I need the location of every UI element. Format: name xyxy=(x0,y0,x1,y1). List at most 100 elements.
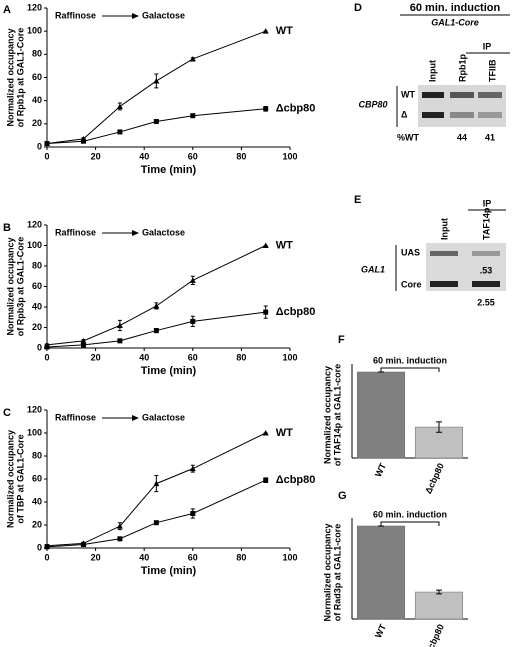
line xyxy=(46,108,266,145)
annotation: Raffinose xyxy=(55,412,96,422)
y-axis-label: Normalized occupancy xyxy=(5,430,15,528)
y-tick-label: 0 xyxy=(37,342,42,352)
y-tick-label: 120 xyxy=(27,2,42,12)
arrow-head xyxy=(132,230,139,236)
y-tick-label: 40 xyxy=(32,496,42,506)
y-axis-label: Normalized occupancy xyxy=(322,523,332,621)
marker xyxy=(153,77,160,84)
series-label: Δcbp80 xyxy=(276,103,316,115)
x-tick-label: 80 xyxy=(236,352,246,362)
annotation: Raffinose xyxy=(55,10,96,20)
x-tick-label: 80 xyxy=(236,552,246,562)
y-tick-label: 100 xyxy=(27,26,42,36)
y-axis-label: of Rpb3p at GAL1-Core xyxy=(15,237,25,337)
series-label: WT xyxy=(276,427,293,439)
gel-title: 60 min. induction xyxy=(410,2,501,14)
marker xyxy=(80,342,86,348)
marker xyxy=(263,309,269,315)
y-axis-label: of TBP at GAL1-Core xyxy=(15,434,25,523)
x-tick-label: 100 xyxy=(282,352,297,362)
gel-subtitle: GAL1-Core xyxy=(431,17,479,27)
line xyxy=(46,30,266,145)
band xyxy=(478,92,502,98)
panel-letter: A xyxy=(3,4,11,16)
ratio-label: .53 xyxy=(480,265,493,275)
y-tick-label: 120 xyxy=(27,219,42,229)
ratio-label: 2.55 xyxy=(477,297,495,307)
annotation: 60 min. induction xyxy=(373,355,447,365)
row-label: UAS xyxy=(401,247,420,257)
x-axis-label: Time (min) xyxy=(141,565,197,577)
band xyxy=(472,251,500,256)
row-label: Δ xyxy=(401,109,408,119)
panel-letter: D xyxy=(354,2,362,14)
y-tick-label: 20 xyxy=(32,118,42,128)
y-axis-label: of Rpb1p at GAL1-Core xyxy=(15,28,25,128)
row-label: Core xyxy=(401,279,422,289)
x-axis-label: Time (min) xyxy=(141,164,197,176)
marker xyxy=(263,106,269,112)
y-tick-label: 80 xyxy=(32,450,42,460)
x-tick-label: 100 xyxy=(282,552,297,562)
y-tick-label: 40 xyxy=(32,95,42,105)
marker xyxy=(153,328,159,334)
y-tick-label: 0 xyxy=(37,141,42,151)
marker xyxy=(80,337,87,344)
error-bar xyxy=(436,421,442,433)
marker xyxy=(189,465,196,472)
band xyxy=(478,112,502,118)
marker xyxy=(116,523,123,529)
band xyxy=(450,92,474,98)
marker xyxy=(262,28,269,34)
marker xyxy=(262,242,269,248)
arrow-head xyxy=(132,415,139,421)
y-tick-label: 60 xyxy=(32,72,42,82)
marker xyxy=(189,277,196,283)
x-tick-label: 0 xyxy=(44,352,49,362)
footer-label: 44 xyxy=(457,132,467,142)
x-tick-label: 60 xyxy=(188,552,198,562)
y-axis-label: Normalized occupancy xyxy=(322,366,332,464)
marker xyxy=(44,344,50,350)
gel xyxy=(418,85,506,127)
y-axis-label: of Rad3p at GAL1-core xyxy=(332,524,342,622)
y-axis-label: of TAF14p at GAL1-core xyxy=(332,364,342,466)
y-tick-label: 20 xyxy=(32,322,42,332)
marker xyxy=(116,322,123,328)
band xyxy=(422,92,444,98)
marker xyxy=(44,544,50,550)
annotation: Galactose xyxy=(142,227,185,237)
marker xyxy=(117,536,123,542)
y-tick-label: 60 xyxy=(32,473,42,483)
x-tick-label: 0 xyxy=(44,552,49,562)
lane-label: TFIIB xyxy=(487,59,497,82)
x-tick-label: 80 xyxy=(236,151,246,161)
annotation: Galactose xyxy=(142,10,185,20)
marker xyxy=(263,477,269,483)
y-axis-label: Normalized occupancy xyxy=(5,237,15,335)
band xyxy=(422,112,444,118)
marker xyxy=(262,430,269,436)
line xyxy=(46,245,266,346)
y-tick-label: 100 xyxy=(27,427,42,437)
bracket xyxy=(380,521,440,526)
marker xyxy=(117,129,123,135)
series-label: Δcbp80 xyxy=(276,474,316,486)
y-tick-label: 80 xyxy=(32,260,42,270)
series-label: WT xyxy=(276,239,293,251)
x-tick-label: Δcbp80 xyxy=(423,462,446,496)
x-tick-label: 40 xyxy=(139,151,149,161)
x-axis-label: Time (min) xyxy=(141,365,197,377)
y-axis-label: Normalized occupancy xyxy=(5,28,15,126)
bar xyxy=(356,525,406,620)
gel-e: E IP Input TAF14p GAL1 UAS Core .53 2.55 xyxy=(354,194,506,307)
y-tick-label: 60 xyxy=(32,281,42,291)
panel-letter: C xyxy=(3,407,11,419)
marker xyxy=(153,119,159,125)
lane-label: TAF14p xyxy=(481,207,491,240)
panel-letter: E xyxy=(354,194,361,206)
y-tick-label: 20 xyxy=(32,519,42,529)
series-label: Δcbp80 xyxy=(276,306,316,318)
lane-label: Input xyxy=(427,60,437,82)
bracket xyxy=(380,367,440,372)
